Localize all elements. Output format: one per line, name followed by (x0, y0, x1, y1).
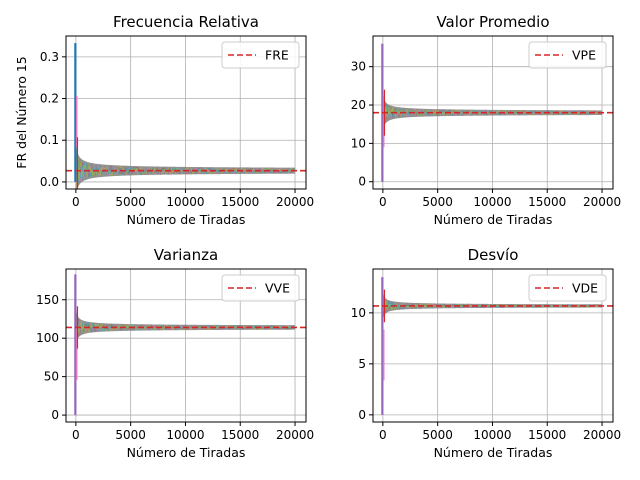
x-tick-label: 10000 (166, 195, 204, 209)
series-group (74, 43, 296, 189)
axes-frame (372, 35, 614, 190)
x-tick-label: 10000 (473, 428, 511, 442)
subplot-3: 0 5000 10000 15000 20000 0 50 100 150 Varianza Núm… (36, 246, 314, 460)
x-tick-label: 5000 (115, 428, 146, 442)
x-tick-label: 0 (379, 195, 387, 209)
x-tick-label: 10000 (473, 195, 511, 209)
x-tick-label: 5000 (115, 195, 146, 209)
x-tick-label: 0 (379, 428, 387, 442)
y-tick-label: 0.0 (40, 175, 59, 189)
x-tick-label: 0 (72, 428, 80, 442)
x-tick-label: 0 (72, 195, 80, 209)
x-tick-label: 5000 (422, 428, 453, 442)
legend-label: VPE (572, 48, 596, 63)
x-axis-label: Número de Tiradas (127, 212, 246, 227)
subplot-title: Frecuencia Relativa (113, 13, 259, 31)
x-tick-label: 15000 (221, 195, 259, 209)
x-axis-label: Número de Tiradas (434, 212, 553, 227)
y-tick-label: 10 (351, 136, 366, 150)
x-axis-label: Número de Tiradas (127, 445, 246, 460)
x-tick-label: 15000 (528, 428, 566, 442)
y-tick-label: 5 (358, 357, 366, 371)
x-tick-label: 20000 (583, 428, 621, 442)
legend-box (528, 41, 607, 69)
simulation-line (382, 104, 603, 130)
y-tick-label: 0.1 (40, 133, 59, 147)
x-tick-label: 10000 (166, 428, 204, 442)
subplot-1: 0 5000 10000 15000 20000 0.0 0.1 0.2 0.3 Frecuenc… (14, 13, 314, 227)
x-tick-label: 15000 (221, 428, 259, 442)
y-tick-label: 0 (358, 408, 366, 422)
x-tick-label: 20000 (276, 428, 314, 442)
x-axis-label: Número de Tiradas (434, 445, 553, 460)
y-tick-label: 30 (351, 60, 366, 74)
x-tick-label: 20000 (276, 195, 314, 209)
axes-frame (65, 35, 307, 190)
y-tick-label: 0.2 (40, 92, 59, 106)
y-tick-label: 0 (51, 408, 59, 422)
legend-label: VDE (572, 281, 598, 296)
x-tick-label: 15000 (528, 195, 566, 209)
legend: VVE (221, 274, 300, 302)
subplot-title: Valor Promedio (436, 13, 549, 31)
y-tick-label: 10 (351, 306, 366, 320)
subplot-2: 0 5000 10000 15000 20000 0 10 20 30 Valor Promedi… (351, 13, 621, 227)
subplot-title: Varianza (154, 246, 218, 264)
x-tick-label: 20000 (583, 195, 621, 209)
axes-frame (65, 268, 307, 423)
legend-box (528, 274, 607, 302)
x-tick-label: 5000 (422, 195, 453, 209)
subplot-title: Desvío (468, 246, 519, 264)
simulation-line (75, 150, 296, 189)
legend: VPE (528, 41, 607, 69)
legend-label: FRE (265, 48, 289, 63)
y-tick-label: 0 (358, 175, 366, 189)
y-tick-label: 100 (36, 331, 59, 345)
y-tick-label: 0.3 (40, 50, 59, 64)
y-tick-label: 150 (36, 293, 59, 307)
axes-frame (372, 268, 614, 423)
y-axis-label: FR del Número 15 (14, 56, 29, 168)
y-tick-label: 20 (351, 98, 366, 112)
legend-box (221, 274, 300, 302)
legend: FRE (221, 41, 300, 69)
legend-label: VVE (265, 281, 290, 296)
legend-box (221, 41, 300, 69)
y-tick-label: 50 (44, 370, 59, 384)
subplot-4: 0 5000 10000 15000 20000 0 5 10 Desvío Número de … (351, 246, 621, 460)
legend: VDE (528, 274, 607, 302)
